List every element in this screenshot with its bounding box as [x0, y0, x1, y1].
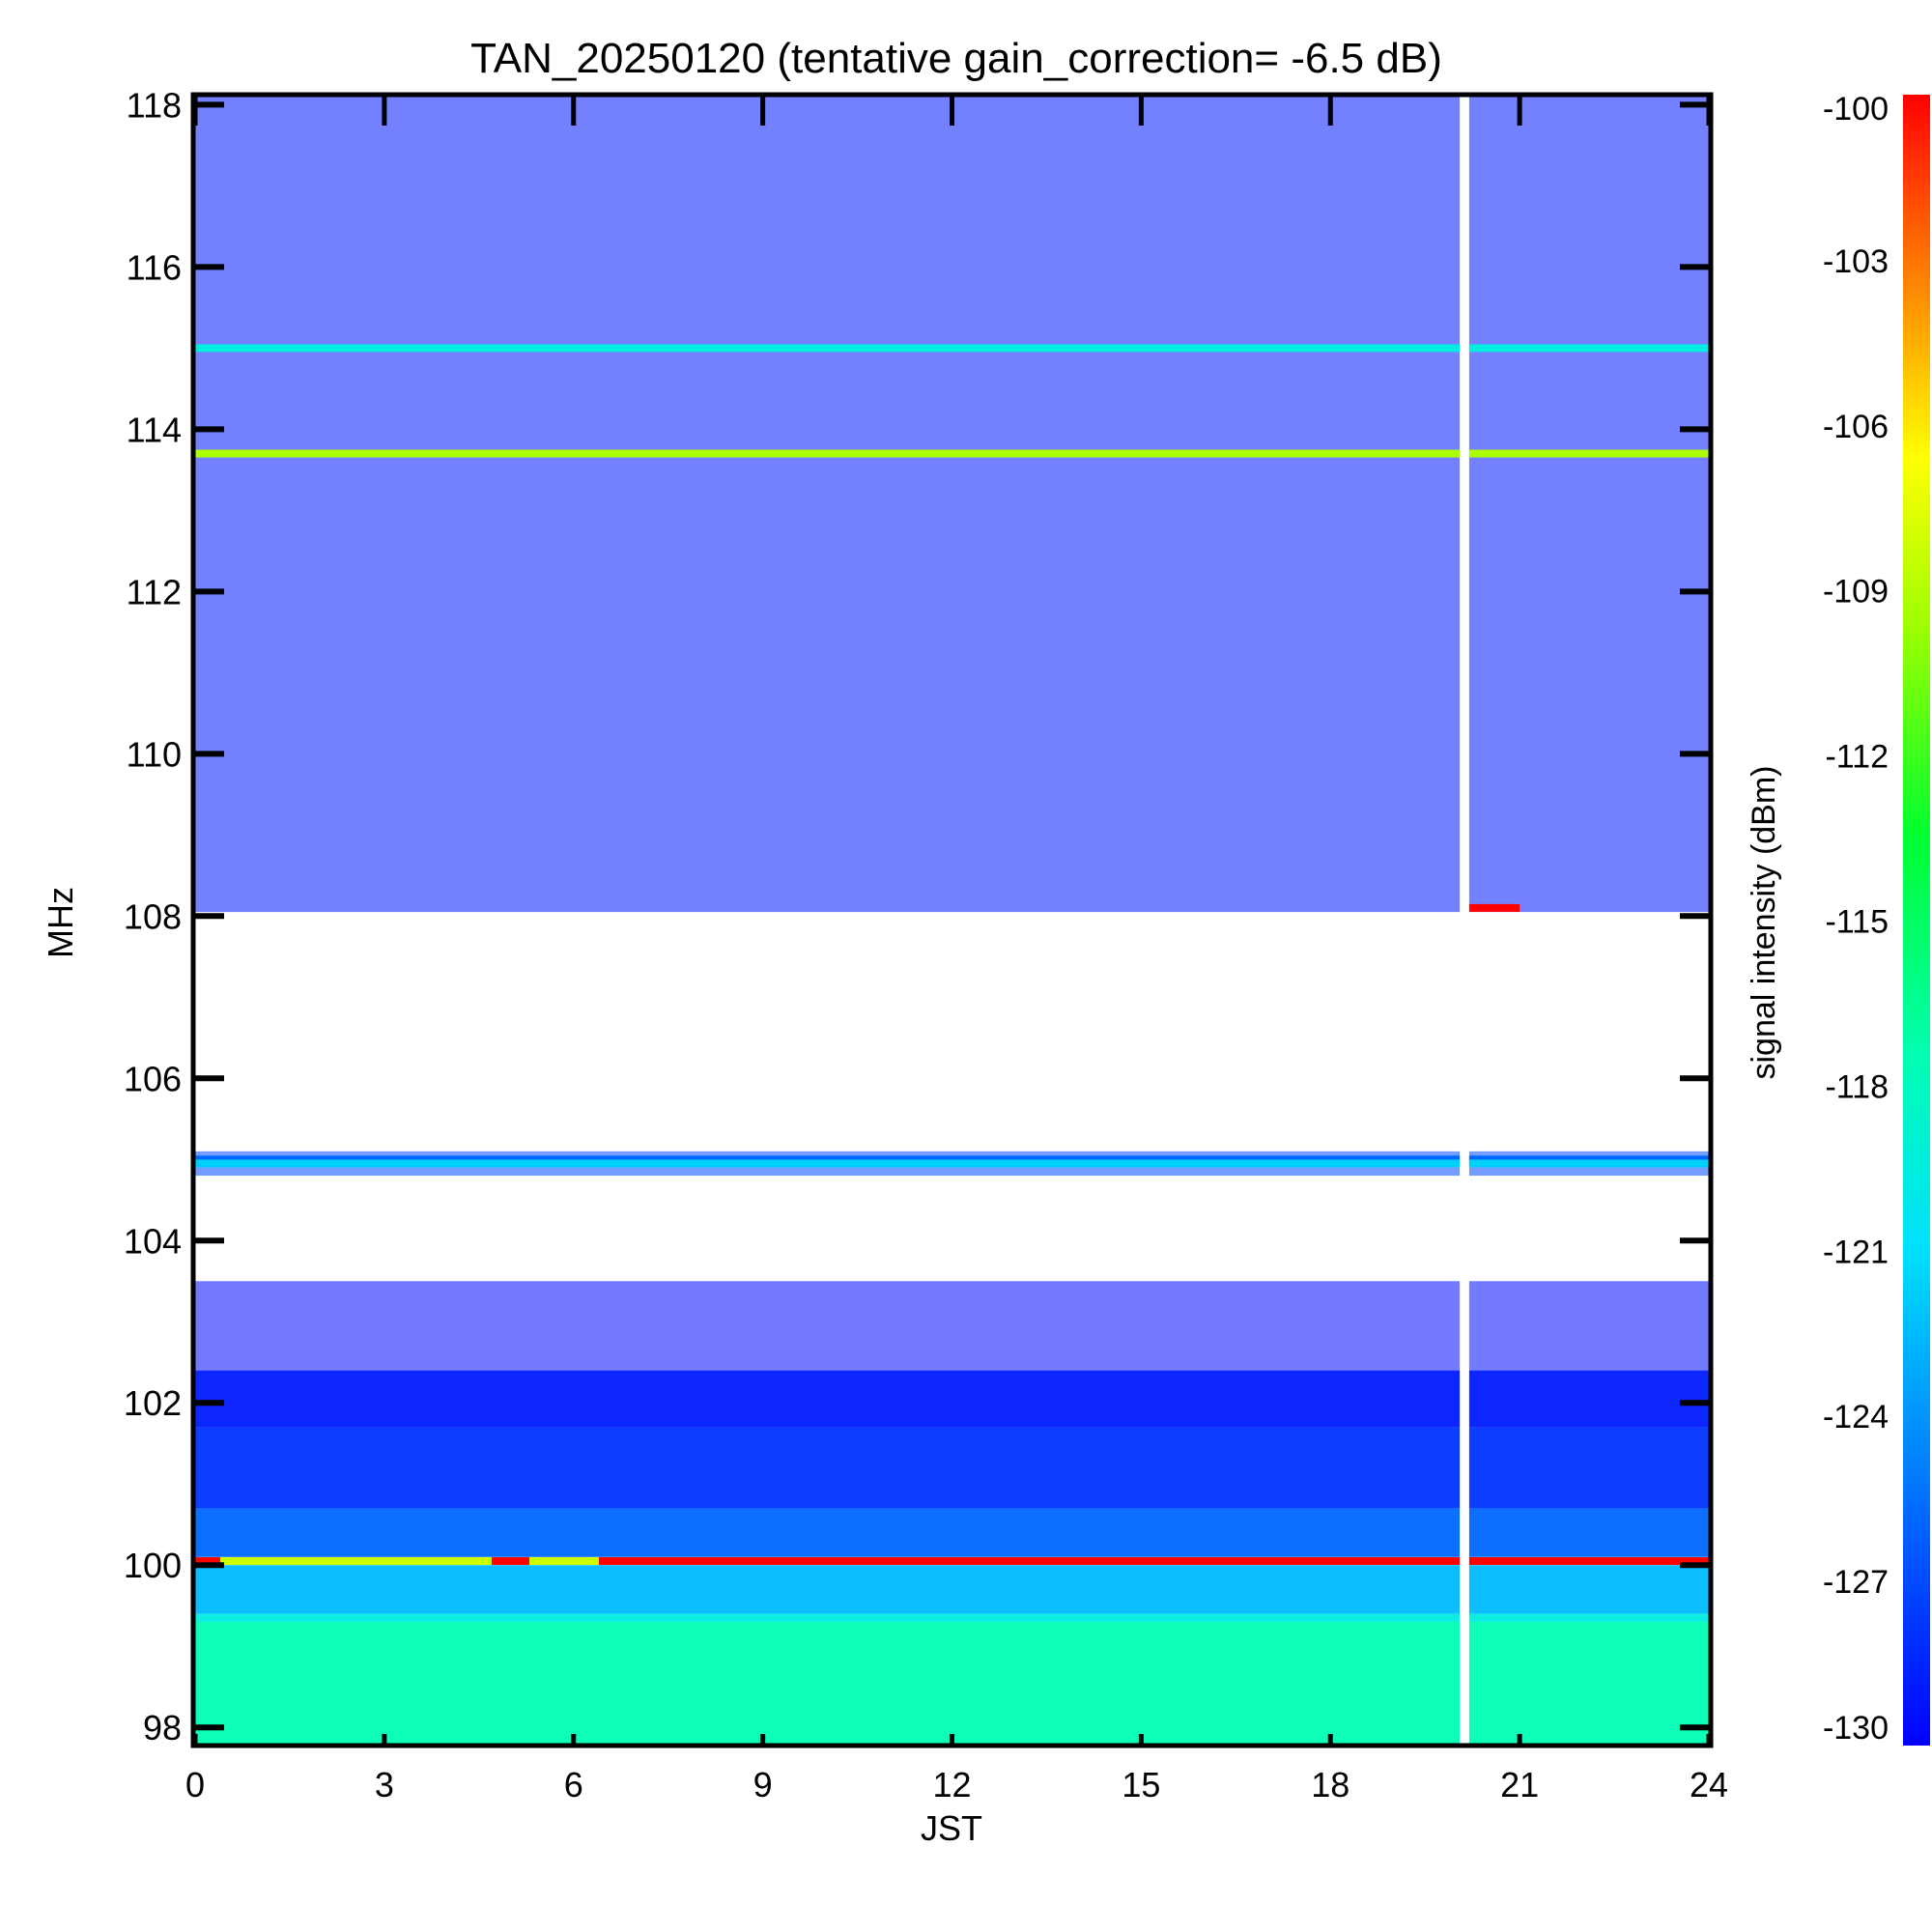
x-axis: 0 3 6 9 12 15 18 21 24: [185, 95, 1728, 1804]
colorbar-tick-label: -103: [1823, 243, 1889, 280]
band-5-seg-0: [195, 1370, 1461, 1428]
colorbar-ticks: -100 -103 -106 -109 -112 -115 -118 -121 -124 -127…: [1823, 91, 1889, 1747]
x-tick-label: 0: [185, 1765, 205, 1804]
colorbar: [1903, 95, 1930, 1746]
signal-line-9-seg-0: [1468, 903, 1520, 912]
band-3-seg-1: [1468, 1508, 1709, 1557]
y-axis-label: MHz: [41, 887, 80, 958]
band-5-seg-1: [1468, 1370, 1709, 1428]
signal-line-2-seg-1: [1468, 1155, 1709, 1164]
colorbar-tick-label: -106: [1823, 409, 1889, 445]
signal-line-1-seg-1: [1468, 449, 1709, 458]
x-tick-label: 3: [375, 1765, 394, 1804]
y-tick-label: 102: [124, 1383, 182, 1423]
band-3-seg-0: [195, 1508, 1461, 1557]
signal-line-3-seg-0: [195, 1159, 1461, 1168]
colorbar-tick-label: -112: [1825, 739, 1889, 776]
colorbar-tick-label: -124: [1823, 1399, 1889, 1435]
x-tick-label: 18: [1311, 1765, 1350, 1804]
band-2-seg-0: [195, 1565, 1461, 1614]
colorbar-tick-label: -127: [1823, 1564, 1889, 1601]
signal-line-3-seg-1: [1468, 1159, 1709, 1168]
y-tick-label: 110: [127, 734, 182, 774]
x-tick-label: 6: [564, 1765, 583, 1804]
colorbar-tick-label: -109: [1823, 574, 1889, 611]
band-2-seg-1: [1468, 1565, 1709, 1614]
signal-line-8-seg-0: [598, 1557, 1461, 1566]
band-0-seg-1: [1468, 1622, 1709, 1744]
x-tick-label: 15: [1122, 1765, 1160, 1804]
signal-line-1-seg-0: [195, 449, 1461, 458]
signal-line-8-seg-1: [1468, 1557, 1709, 1566]
band-8-seg-1: [1468, 97, 1709, 913]
y-tick-label: 116: [127, 247, 182, 287]
y-tick-label: 98: [143, 1708, 182, 1747]
colorbar-tick-label: -115: [1825, 904, 1889, 941]
signal-line-4-seg-0: [195, 1557, 221, 1566]
y-tick-label: 106: [124, 1059, 182, 1098]
band-4-seg-0: [195, 1427, 1461, 1509]
x-tick-label: 12: [932, 1765, 971, 1804]
band-8-seg-0: [195, 97, 1461, 913]
band-0-seg-0: [195, 1622, 1461, 1744]
signal-line-2-seg-0: [195, 1155, 1461, 1164]
y-tick-label: 112: [127, 572, 182, 611]
colorbar-tick-label: -121: [1823, 1234, 1889, 1270]
signal-line-5-seg-0: [220, 1557, 492, 1566]
y-tick-label: 118: [127, 85, 182, 125]
y-tick-label: 104: [124, 1221, 182, 1261]
x-axis-label: JST: [921, 1808, 982, 1848]
band-6-seg-0: [195, 1281, 1461, 1371]
spectrogram-plot-area: [195, 97, 1709, 1744]
x-tick-label: 24: [1690, 1765, 1728, 1804]
signal-line-7-seg-0: [529, 1557, 599, 1566]
y-axis: 98 100 102 104 106 108 110 112 114 116 118: [124, 85, 1711, 1747]
band-4-seg-1: [1468, 1427, 1709, 1509]
y-tick-label: 114: [127, 410, 182, 449]
x-tick-label: 21: [1500, 1765, 1539, 1804]
x-tick-label: 9: [753, 1765, 773, 1804]
signal-line-6-seg-0: [491, 1557, 530, 1566]
colorbar-tick-label: -130: [1823, 1710, 1889, 1747]
band-6-seg-1: [1468, 1281, 1709, 1371]
band-1-seg-1: [1468, 1613, 1709, 1623]
colorbar-tick-label: -100: [1823, 91, 1889, 128]
y-tick-label: 108: [124, 896, 182, 936]
colorbar-tick-label: -118: [1825, 1068, 1889, 1105]
y-tick-label: 100: [124, 1546, 182, 1585]
signal-line-0-seg-1: [1468, 344, 1709, 353]
colorbar-label: signal intensity (dBm): [1746, 765, 1782, 1079]
band-1-seg-0: [195, 1613, 1461, 1623]
signal-line-0-seg-0: [195, 344, 1461, 353]
chart-title: TAN_20250120 (tentative gain_correction=…: [470, 35, 1442, 82]
